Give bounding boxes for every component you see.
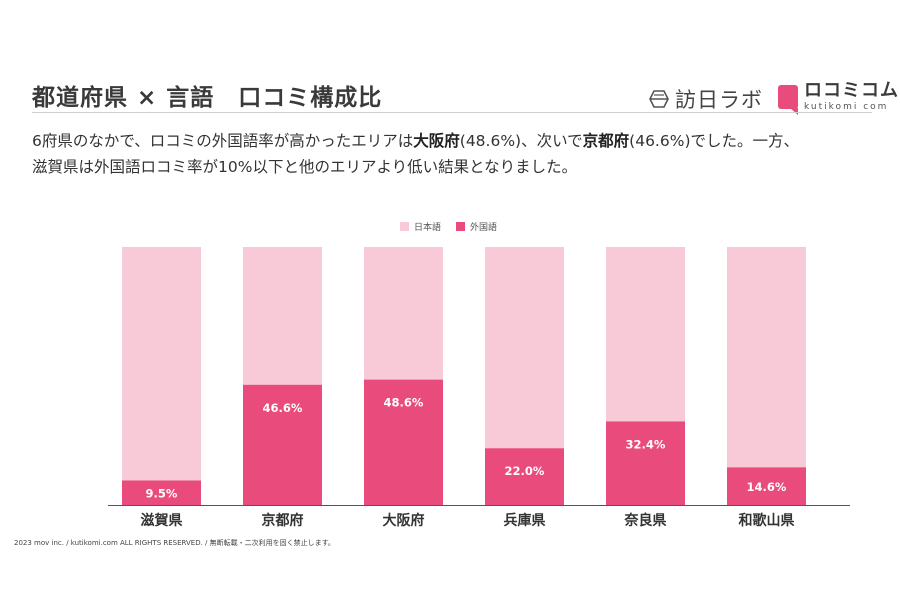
description-text: 6府県のなかで、ロコミの外国語率が高かったエリアは: [32, 132, 414, 150]
category-label: 兵庫県: [504, 512, 546, 529]
bar-foreign: [485, 448, 564, 505]
bar-foreign: [606, 421, 685, 505]
description-highlight-osaka: 大阪府: [413, 132, 460, 150]
bar-foreign: [122, 480, 201, 505]
data-label: 14.6%: [747, 480, 787, 494]
description-text: (48.6%)、次いで: [459, 132, 583, 150]
copyright-footer: 2023 mov inc. / kutikomi.com ALL RIGHTS …: [14, 539, 335, 547]
data-label: 46.6%: [263, 401, 303, 415]
description-text: 滋賀県は外国語ロコミ率が10%以下と他のエリアより低い結果となりました。: [32, 158, 578, 176]
category-label: 奈良県: [624, 512, 667, 529]
kuchikomi-logo: ロコミコム kutikomi com: [778, 80, 899, 115]
data-label: 9.5%: [146, 487, 178, 501]
legend-label: 日本語: [414, 221, 441, 233]
bar-japanese: [727, 247, 806, 468]
category-label: 和歌山県: [739, 512, 795, 529]
bar-japanese: [243, 247, 322, 385]
hono-lab-icon: [649, 90, 669, 108]
bar-foreign: [727, 467, 806, 505]
category-label: 大阪府: [383, 512, 425, 529]
hono-lab-logo: 訪日ラボ: [649, 84, 763, 114]
data-label: 32.4%: [626, 437, 666, 451]
bar-foreign: [243, 384, 322, 505]
category-label: 京都府: [262, 512, 304, 529]
bar-japanese: [122, 247, 201, 481]
data-label: 48.6%: [384, 396, 424, 410]
page-title: 都道府県 × 言語 口コミ構成比: [32, 85, 383, 111]
legend-label: 外国語: [470, 221, 497, 233]
description-highlight-kyoto: 京都府: [582, 132, 630, 150]
header-divider: [32, 112, 872, 113]
bar-japanese: [364, 247, 443, 380]
description: 6府県のなかで、ロコミの外国語率が高かったエリアは大阪府(48.6%)、次いで京…: [32, 128, 878, 180]
kuchikomi-logo-text: ロコミコム: [804, 80, 899, 101]
kuchikomi-logo-subtext: kutikomi com: [804, 102, 889, 112]
description-text: (46.6%)でした。一方、: [629, 132, 799, 150]
bar-japanese: [485, 247, 564, 449]
kuchikomi-logo-icon: [778, 85, 798, 115]
hono-lab-logo-text: 訪日ラボ: [675, 88, 763, 112]
bar-foreign: [364, 379, 443, 505]
bar-japanese: [606, 247, 685, 422]
legend-swatch: [456, 222, 465, 231]
data-label: 22.0%: [505, 464, 545, 478]
category-label: 滋賀県: [141, 512, 183, 529]
legend-swatch: [400, 222, 409, 231]
